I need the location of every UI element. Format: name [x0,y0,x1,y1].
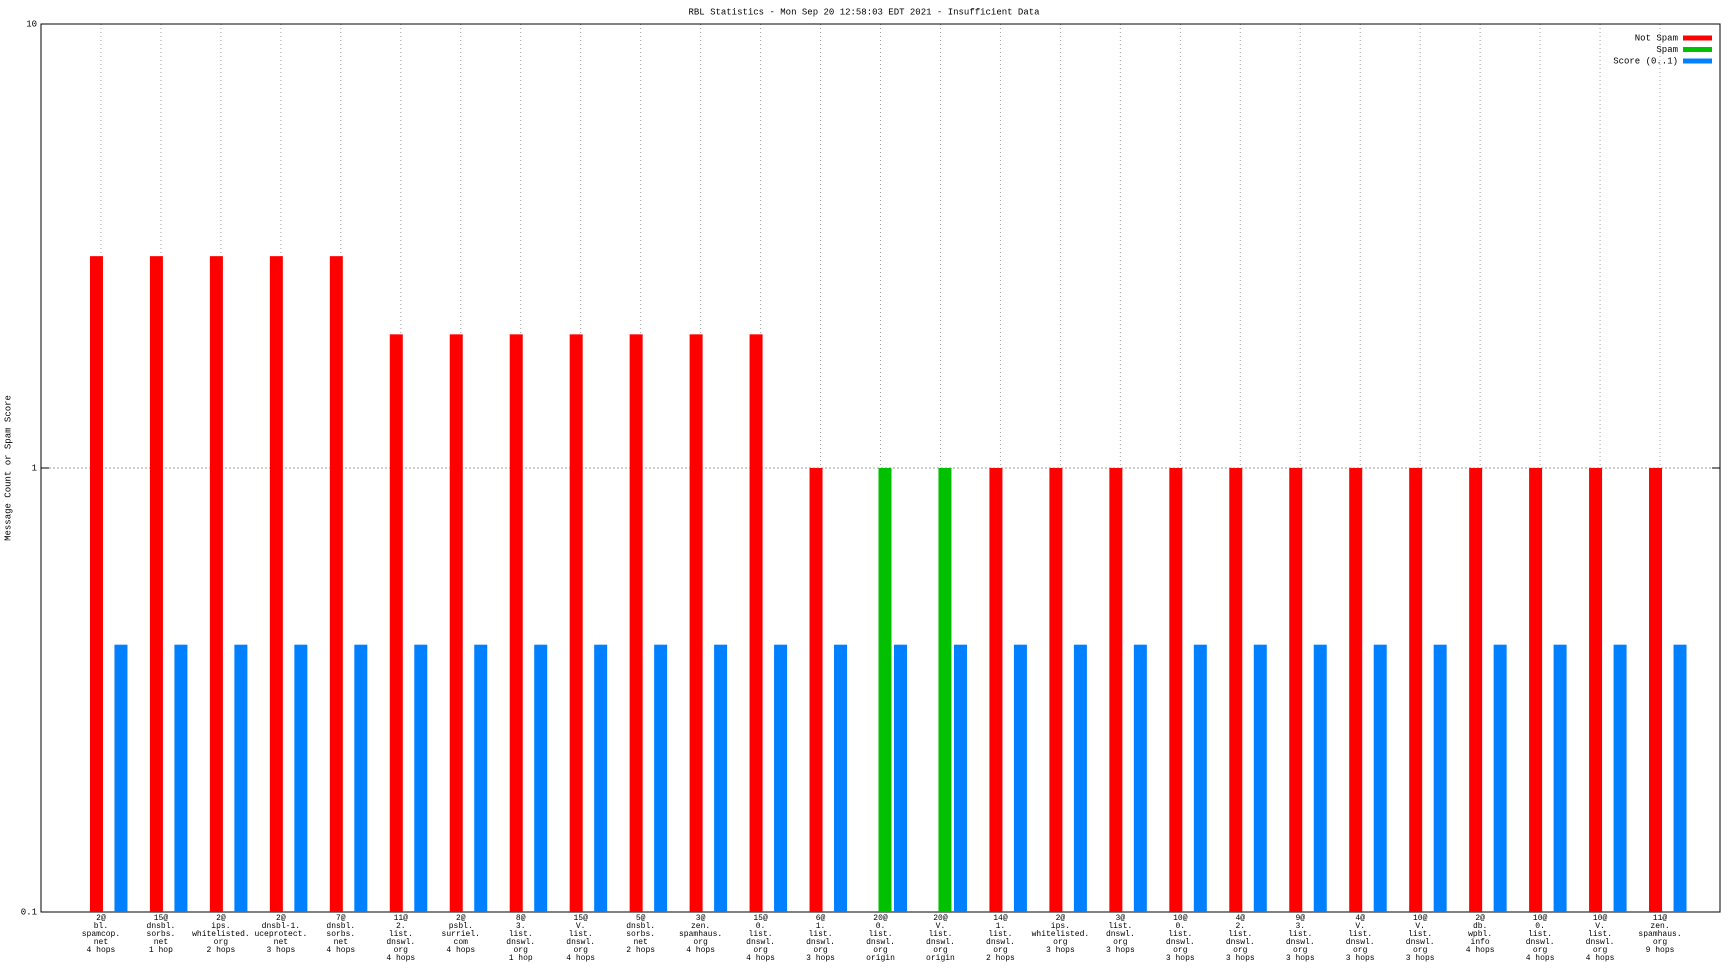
bar [329,256,343,912]
bar [689,334,703,913]
bar [774,644,788,912]
bar [1529,468,1543,912]
x-tick-label: 4@ 2. list. dnswl. org 3 hops [1225,914,1255,963]
legend-label: Score (0..1) [1613,56,1678,66]
legend-label: Not Spam [1635,33,1678,43]
legend-swatch [1683,47,1712,52]
bar [1049,468,1063,912]
x-tick-label: 20@ V. list. dnswl. org origin [926,914,955,963]
bar [509,334,523,913]
legend-label: Spam [1656,45,1678,55]
bar [1673,644,1687,912]
bar [89,256,103,912]
x-tick-label: 6@ 1. list. dnswl. org 3 hops [806,914,835,963]
bar [878,468,892,912]
bar [269,256,283,912]
x-tick-label: 10@ 0. list. dnswl. org 3 hops [1165,914,1195,963]
x-tick-label: 10@ 0. list. dnswl. org 4 hops [1525,914,1555,963]
x-tick-label: 10@ V. list. dnswl. org 4 hops [1585,914,1615,963]
bar [1349,468,1363,912]
bar [834,644,848,912]
x-tick-label: 2@ db. wpbl. info 4 hops [1465,914,1495,955]
x-tick-label: 11@ 2. list. dnswl. org 4 hops [386,914,416,963]
bar [1373,644,1387,912]
bar [449,334,463,913]
bar [594,644,608,912]
bar [1613,644,1627,912]
bar [1013,644,1027,912]
legend-swatch [1683,58,1712,64]
bar [149,256,163,912]
x-tick-label: 8@ 3. list. dnswl. org 1 hop [506,914,536,963]
bar [1469,468,1483,912]
bar [174,644,188,912]
x-tick-label: 5@ dnsbl. sorbs. net 2 hops [626,914,656,955]
y-tick-label: 10 [26,19,37,29]
x-tick-label: 9@ 3. list. dnswl. org 3 hops [1285,914,1315,963]
bar [234,644,248,912]
bar [1589,468,1603,912]
bar [534,644,548,912]
x-tick-label: 14@ 1. list. dnswl. org 2 hops [986,914,1015,963]
x-tick-label: 3@ zen. spamhaus. org 4 hops [678,914,723,955]
bar [938,468,952,912]
bar [989,468,1003,912]
bar [414,644,428,912]
x-tick-label: 15@ 0. list. dnswl. org 4 hops [746,914,775,963]
bar [1409,468,1423,912]
bar [1649,468,1663,912]
x-tick-label: 2@ psbl. surriel. com 4 hops [441,914,480,955]
bar [1073,644,1087,912]
x-tick-label: 2@ bl. spamcop. net 4 hops [81,914,121,955]
bar [209,256,223,912]
bar [1313,644,1327,912]
bar [714,644,728,912]
bar [1493,644,1507,912]
bar [809,468,823,912]
x-tick-label: 2@ ips. whitelisted. org 3 hops [1031,914,1090,955]
x-tick-label: 3@ list. dnswl. org 3 hops [1105,914,1135,955]
bar [1433,644,1447,912]
bar [654,644,668,912]
bar [1253,644,1267,912]
bar [1193,644,1207,912]
y-axis-label: Message Count or Spam Score [3,395,13,541]
bar [894,644,907,912]
x-tick-label: 2@ dnsbl-1. uceprotect. net 3 hops [254,914,308,955]
x-tick-label: 15@ V. list. dnswl. org 4 hops [566,914,596,963]
bar [114,644,128,912]
bar [569,334,583,913]
x-tick-label: 2@ ips. whitelisted. org 2 hops [192,914,250,955]
bar [1109,468,1123,912]
bar [1133,644,1147,912]
bar [629,334,643,913]
bar [1553,644,1567,912]
y-tick-label: 1 [32,463,37,473]
bar [1229,468,1243,912]
bar [389,334,403,913]
bar [474,644,488,912]
chart-title: RBL Statistics - Mon Sep 20 12:58:03 EDT… [688,7,1040,17]
x-tick-label: 4@ V. list. dnswl. org 3 hops [1345,914,1375,963]
x-tick-label: 10@ V. list. dnswl. org 3 hops [1405,914,1435,963]
y-tick-label: 0.1 [21,907,37,917]
bar [1289,468,1303,912]
bar [749,334,763,913]
legend-swatch [1683,35,1712,41]
x-tick-label: 20@ 0. list. dnswl. org origin [866,914,895,963]
bar [1169,468,1183,912]
bar [953,644,967,912]
x-tick-label: 11@ zen. spamhaus. org 9 hops [1638,914,1682,955]
bar [294,644,308,912]
bar [354,644,368,912]
x-tick-label: 15@ dnsbl. sorbs. net 1 hop [146,914,176,955]
x-tick-label: 7@ dnsbl. sorbs. net 4 hops [326,914,356,955]
